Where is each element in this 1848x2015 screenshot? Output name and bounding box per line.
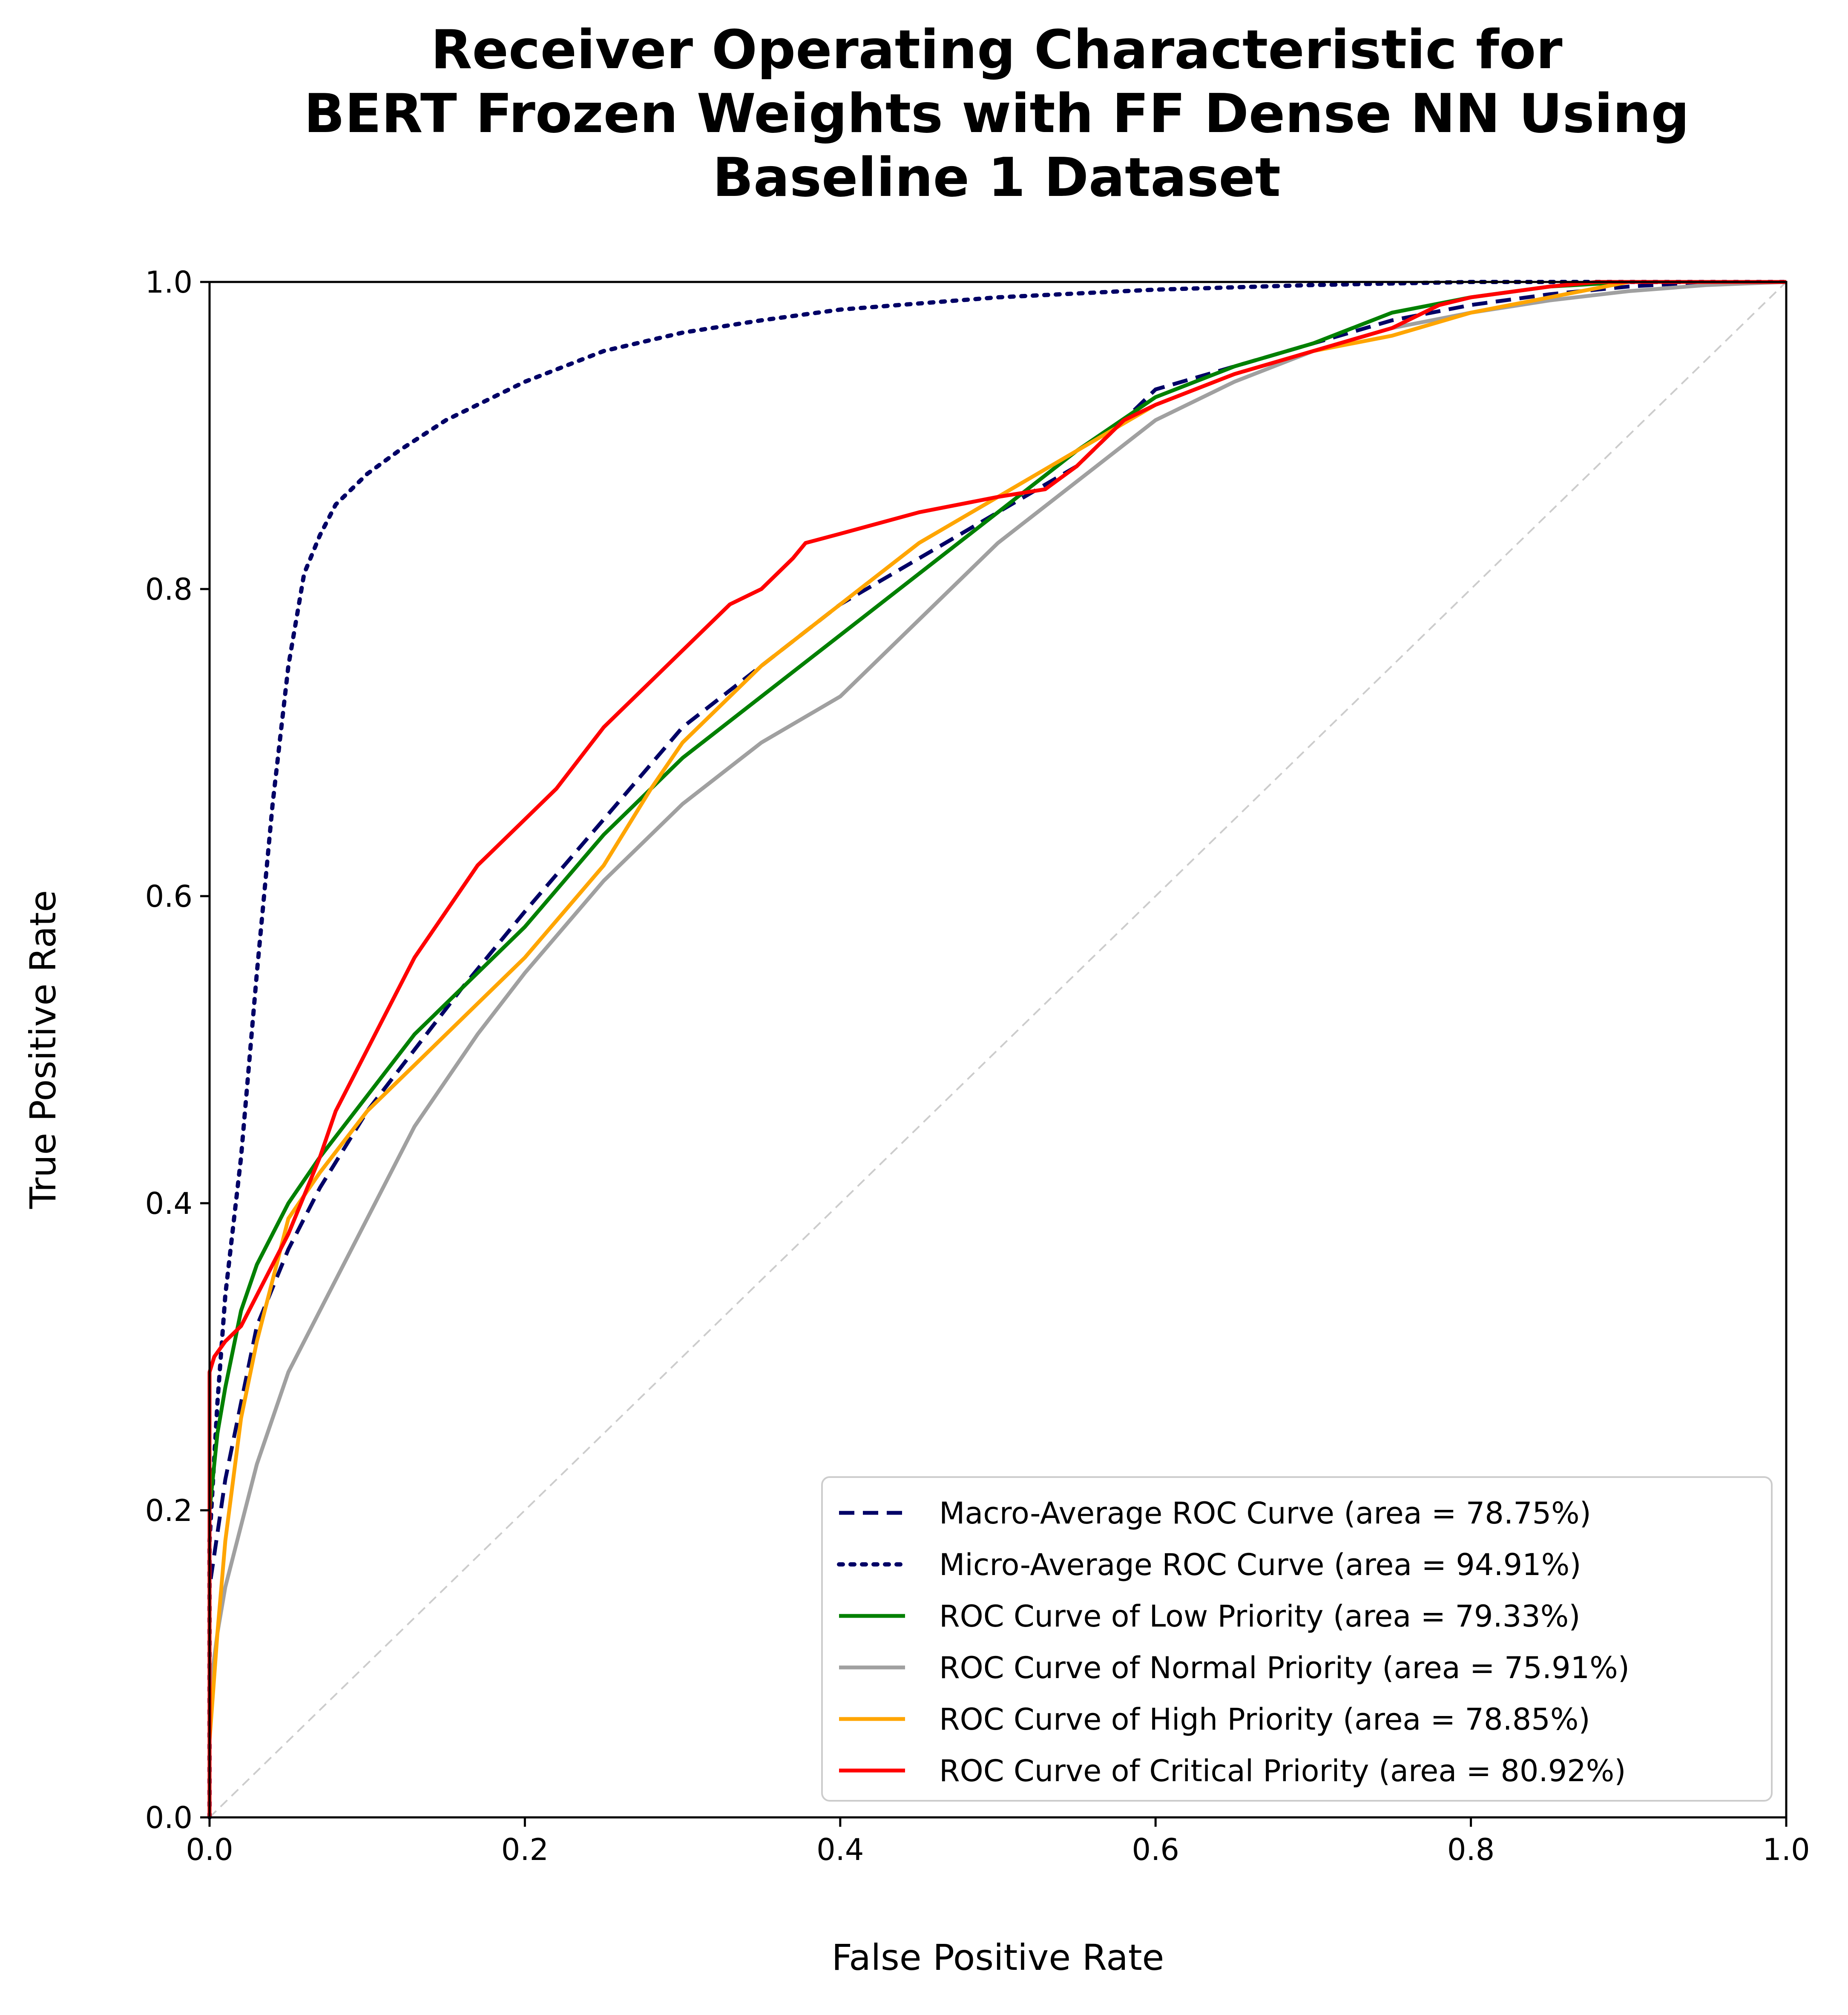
x-tick-label: 1.0 <box>1762 1832 1810 1867</box>
legend-label-4: ROC Curve of High Priority (area = 78.85… <box>939 1702 1590 1737</box>
y-tick-label: 0.4 <box>145 1186 193 1221</box>
x-tick-label: 0.0 <box>186 1832 233 1867</box>
series-line-2 <box>207 280 1786 1817</box>
y-tick-label: 0.0 <box>145 1800 193 1835</box>
series-line-3 <box>207 280 1787 1817</box>
series-line-5 <box>207 280 1786 1817</box>
legend-label-0: Macro-Average ROC Curve (area = 78.75%) <box>939 1496 1591 1531</box>
x-tick-label: 0.4 <box>816 1832 864 1867</box>
legend-box <box>821 1476 1773 1802</box>
legend-label-3: ROC Curve of Normal Priority (area = 75.… <box>939 1650 1630 1685</box>
chart-title-line-2: BERT Frozen Weights with FF Dense NN Usi… <box>304 82 1689 145</box>
chart-title: Receiver Operating Characteristic for BE… <box>304 18 1689 209</box>
series-layer <box>207 280 1788 1820</box>
series-line-1 <box>207 280 1788 1820</box>
legend-label-1: Micro-Average ROC Curve (area = 94.91%) <box>939 1547 1581 1582</box>
ticks-layer: 0.0 0.2 0.4 0.6 0.8 1.0 0.0 0.2 0.4 0.6 0.8 1.0 <box>145 265 1810 1867</box>
x-tick-label: 0.6 <box>1132 1832 1179 1867</box>
series-line-4 <box>207 280 1786 1817</box>
y-tick-label: 0.2 <box>145 1493 193 1528</box>
x-axis-label: False Positive Rate <box>832 1937 1164 1978</box>
legend-label-2: ROC Curve of Low Priority (area = 79.33%… <box>939 1599 1581 1634</box>
x-tick-label: 0.2 <box>501 1832 549 1867</box>
y-axis-label: True Positive Rate <box>22 890 64 1209</box>
legend-label-5: ROC Curve of Critical Priority (area = 8… <box>939 1753 1626 1788</box>
chart-title-line-3: Baseline 1 Dataset <box>713 146 1281 209</box>
y-tick-label: 0.6 <box>145 879 193 914</box>
plot-frame <box>208 281 1788 1819</box>
y-tick-label: 1.0 <box>145 265 193 300</box>
chart-title-line-1: Receiver Operating Characteristic for <box>431 18 1562 81</box>
legend: Macro-Average ROC Curve (area = 78.75%) M… <box>821 1476 1773 1802</box>
y-tick-label: 0.8 <box>145 572 193 607</box>
x-tick-label: 0.8 <box>1447 1832 1494 1867</box>
